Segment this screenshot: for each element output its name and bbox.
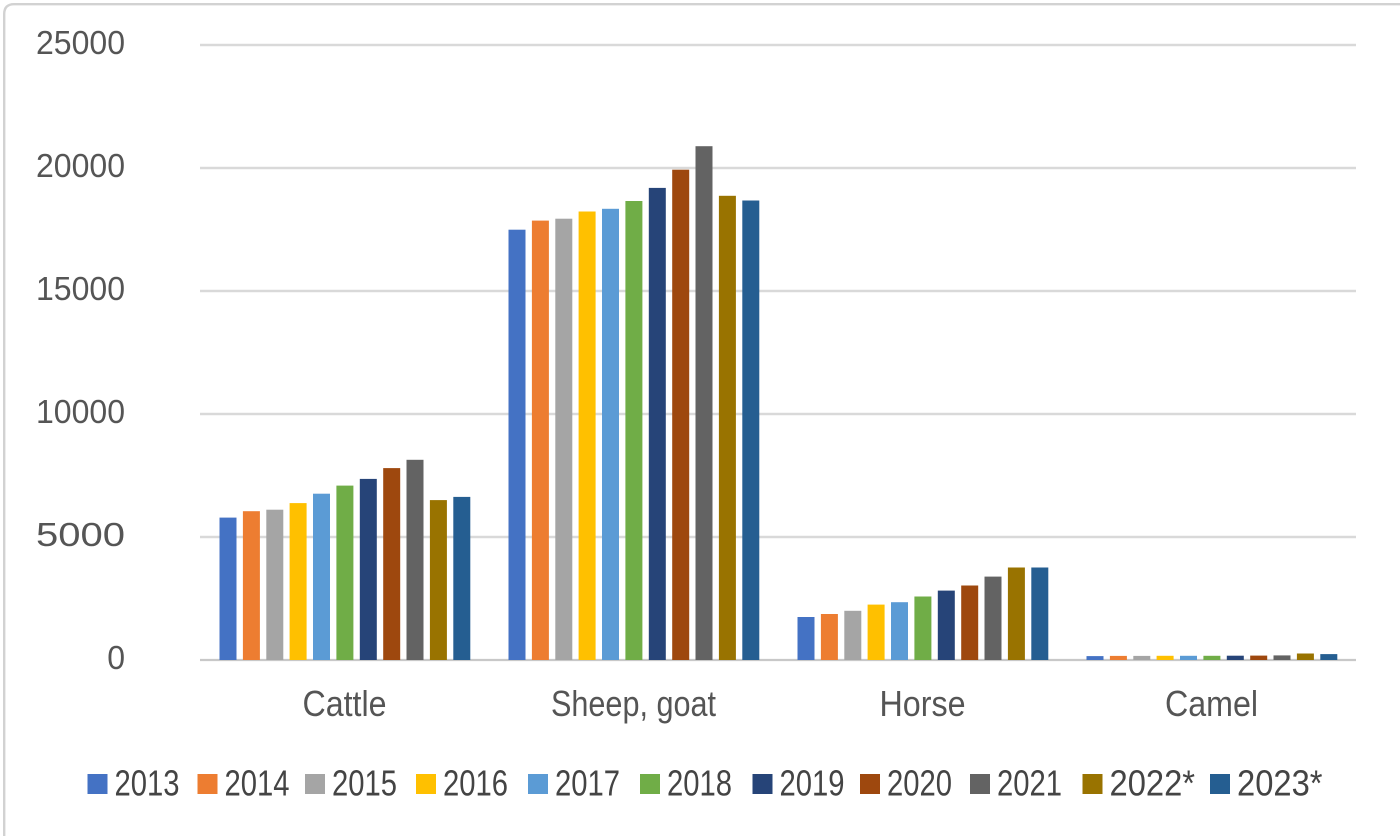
- svg-text:2013: 2013: [115, 763, 180, 804]
- svg-text:10000: 10000: [36, 393, 125, 430]
- svg-text:25000: 25000: [36, 24, 125, 61]
- svg-text:2021: 2021: [997, 763, 1062, 804]
- svg-text:2023*: 2023*: [1237, 763, 1323, 804]
- svg-text:2019: 2019: [780, 763, 845, 804]
- svg-text:5000: 5000: [36, 516, 125, 553]
- svg-text:2018: 2018: [667, 763, 732, 804]
- svg-text:Sheep, goat: Sheep, goat: [551, 683, 716, 724]
- svg-text:Horse: Horse: [880, 683, 966, 724]
- svg-text:2020: 2020: [887, 763, 952, 804]
- svg-text:2014: 2014: [225, 763, 290, 804]
- svg-text:Camel: Camel: [1165, 683, 1258, 724]
- svg-text:2022*: 2022*: [1110, 763, 1196, 804]
- svg-text:2017: 2017: [555, 763, 620, 804]
- svg-text:2015: 2015: [332, 763, 397, 804]
- svg-text:Cattle: Cattle: [303, 683, 387, 724]
- svg-text:2016: 2016: [443, 763, 508, 804]
- svg-text:20000: 20000: [36, 147, 125, 184]
- svg-text:15000: 15000: [36, 270, 125, 307]
- svg-text:0: 0: [107, 639, 125, 676]
